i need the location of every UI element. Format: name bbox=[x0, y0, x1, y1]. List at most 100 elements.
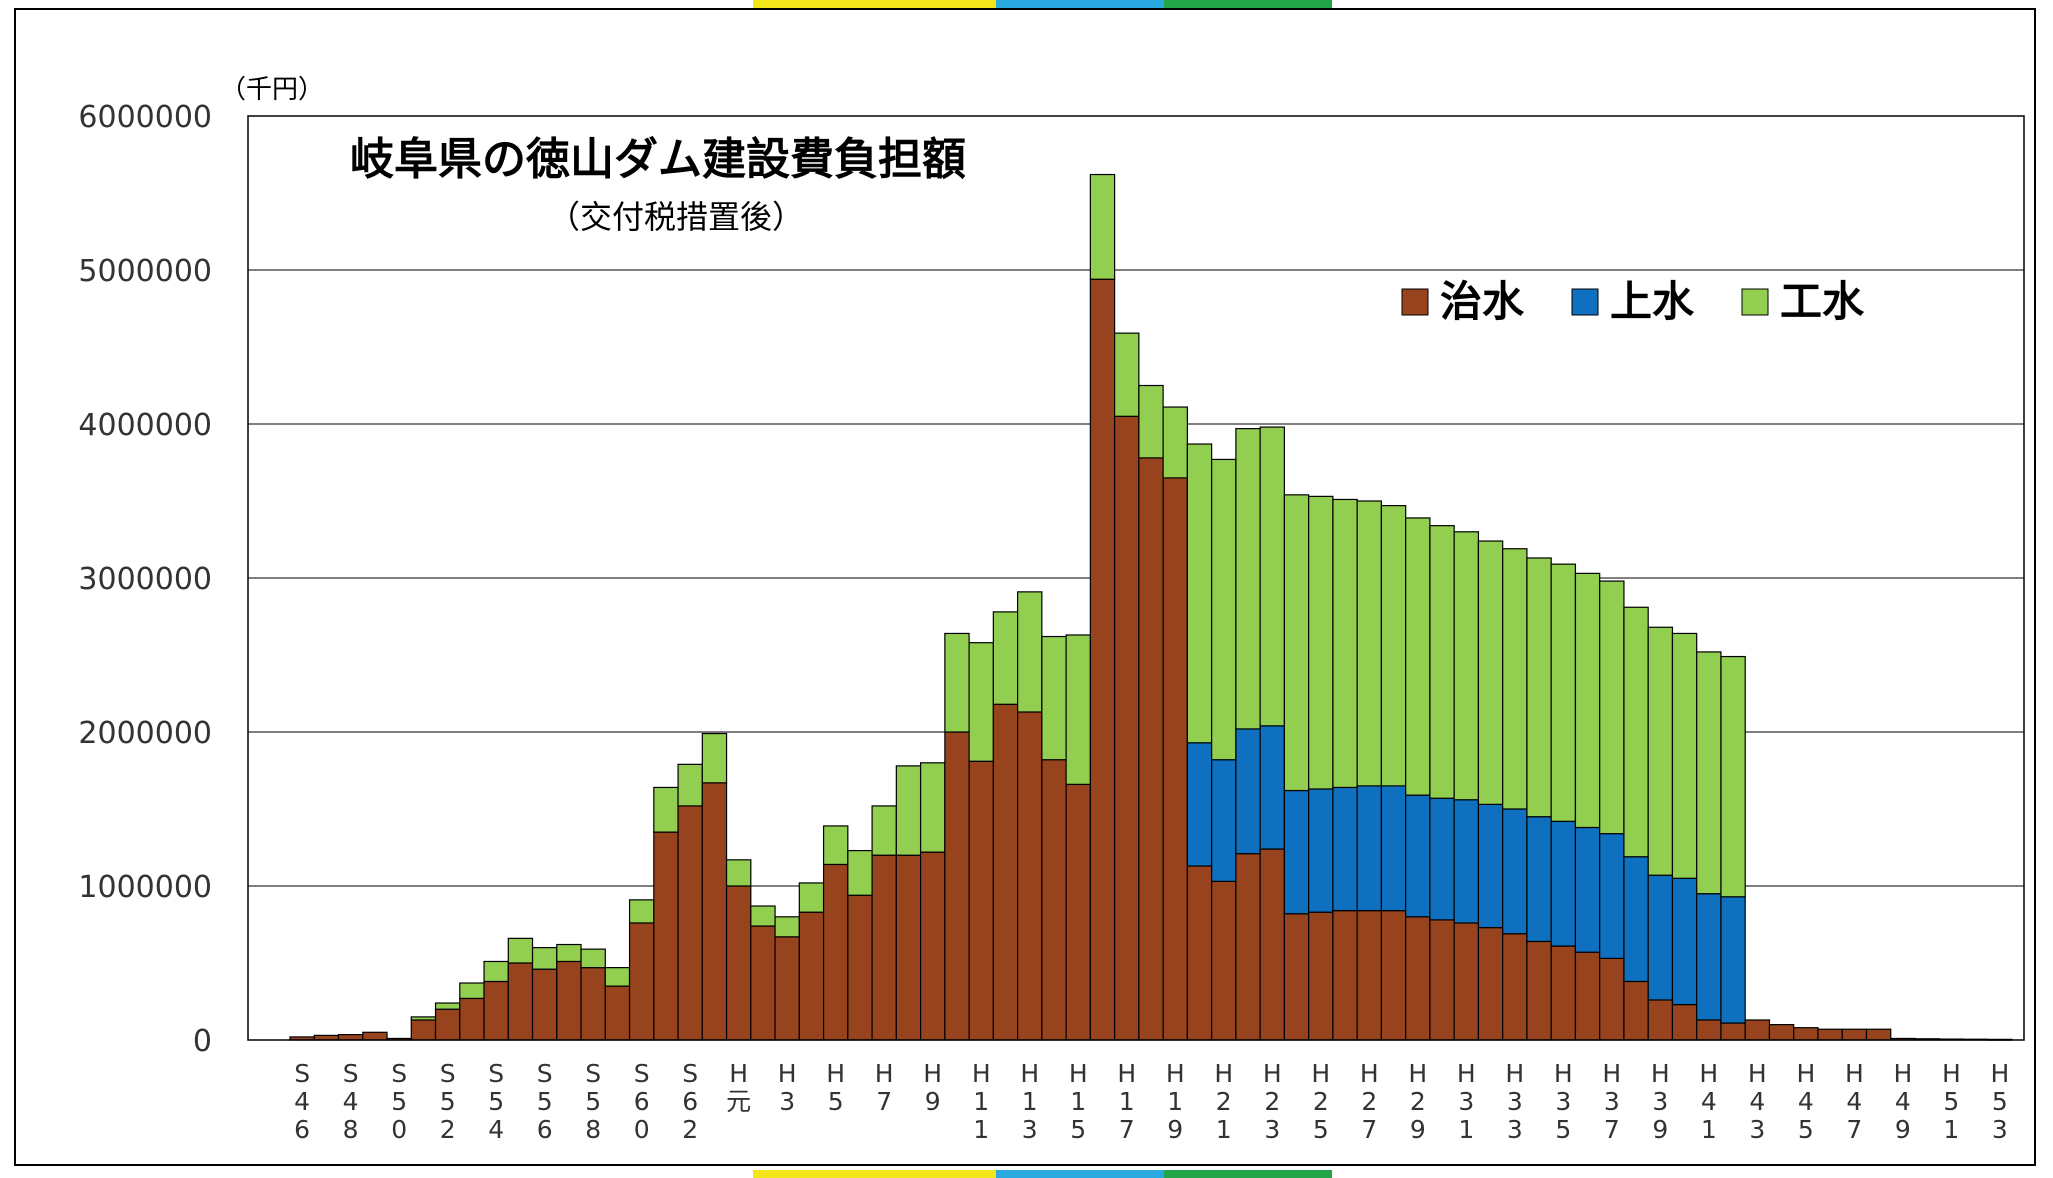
bar-segment-industrial bbox=[653, 786, 679, 833]
bar-segment-flood bbox=[1599, 957, 1625, 1041]
bar-segment-flood bbox=[701, 782, 728, 1041]
bar-segment-flood bbox=[750, 925, 776, 1041]
bar-segment-industrial bbox=[1502, 548, 1528, 810]
bar-segment-flood bbox=[992, 703, 1019, 1041]
bar-segment-flood bbox=[1114, 415, 1140, 1041]
bar-segment-water-supply bbox=[1405, 794, 1431, 918]
y-tick-label: 4000000 bbox=[78, 408, 212, 443]
bar-segment-water-supply bbox=[1332, 786, 1358, 912]
bar-segment-flood bbox=[1768, 1023, 1795, 1041]
bar-segment-water-supply bbox=[1308, 788, 1334, 913]
bar-segment-flood bbox=[1041, 759, 1067, 1041]
bar-segment-industrial bbox=[992, 611, 1019, 705]
bar-segment-water-supply bbox=[1647, 874, 1674, 1001]
bar-segment-flood bbox=[1744, 1019, 1771, 1041]
bar-segment-water-supply bbox=[1235, 728, 1261, 855]
legend-swatch-flood bbox=[1401, 288, 1429, 316]
bar-segment-industrial bbox=[1259, 426, 1285, 727]
bar-segment-industrial bbox=[1429, 525, 1455, 799]
bar-segment-industrial bbox=[968, 642, 994, 762]
bar-segment-industrial bbox=[774, 916, 800, 938]
bar-segment-industrial bbox=[701, 732, 728, 784]
bar-segment-industrial bbox=[1599, 580, 1625, 835]
bar-segment-water-supply bbox=[1720, 896, 1746, 1024]
bar-segment-industrial bbox=[944, 632, 970, 733]
bar-segment-industrial bbox=[459, 982, 485, 1000]
y-tick-label: 1000000 bbox=[78, 870, 212, 905]
legend-swatch-industrial bbox=[1741, 288, 1769, 316]
bar-segment-flood bbox=[1380, 910, 1407, 1041]
y-tick-label: 3000000 bbox=[78, 562, 212, 597]
bar-segment-flood bbox=[628, 922, 655, 1041]
bar-segment-water-supply bbox=[1283, 789, 1310, 915]
legend: 治水 上水 工水 bbox=[1401, 277, 1865, 326]
bar-segment-flood bbox=[1308, 911, 1334, 1041]
bar-segment-water-supply bbox=[1623, 856, 1649, 983]
bar-segment-water-supply bbox=[1380, 785, 1407, 912]
bar-segment-flood bbox=[1332, 910, 1358, 1041]
bar-segment-water-supply bbox=[1574, 826, 1601, 953]
top-stripe-yellow bbox=[753, 0, 996, 8]
legend-swatch-water-supply bbox=[1571, 288, 1599, 316]
bar-segment-flood bbox=[1841, 1028, 1868, 1041]
bar-segment-flood bbox=[1817, 1028, 1843, 1041]
bar-segment-flood bbox=[1526, 940, 1552, 1041]
bar-segment-industrial bbox=[1696, 651, 1722, 895]
bar-segment-industrial bbox=[1526, 557, 1552, 818]
bar-segment-flood bbox=[1138, 457, 1164, 1041]
bar-segment-flood bbox=[1356, 910, 1383, 1041]
bar-segment-industrial bbox=[1477, 540, 1504, 805]
bar-segment-flood bbox=[531, 968, 558, 1041]
bar-segment-flood bbox=[1283, 913, 1310, 1041]
bar-segment-flood bbox=[410, 1019, 437, 1041]
y-axis-ticks: 0 1000000 2000000 3000000 4000000 5000000 6000… bbox=[78, 100, 212, 1059]
bar-segment-water-supply bbox=[1671, 877, 1698, 1006]
bar-segment-industrial bbox=[1647, 626, 1674, 876]
y-tick-label: 2000000 bbox=[78, 716, 212, 751]
bar-segment-flood bbox=[1186, 865, 1213, 1041]
bar-segment-industrial bbox=[1114, 332, 1140, 417]
bar-segment-flood bbox=[1502, 933, 1528, 1041]
bar-segment-industrial bbox=[798, 882, 825, 913]
bar-segment-industrial bbox=[822, 825, 849, 866]
bar-segment-industrial bbox=[1211, 458, 1237, 761]
bar-segment-flood bbox=[1477, 926, 1504, 1041]
bar-segment-industrial bbox=[434, 1002, 461, 1010]
bar-segment-industrial bbox=[1720, 655, 1746, 898]
bar-segment-industrial bbox=[725, 859, 752, 887]
bar-segment-industrial bbox=[1017, 591, 1043, 713]
bar-segment-flood bbox=[895, 854, 922, 1041]
bar-segment-industrial bbox=[1308, 495, 1334, 790]
bar-segment-flood bbox=[1720, 1022, 1746, 1041]
bar-segment-water-supply bbox=[1477, 803, 1504, 929]
bar-segment-flood bbox=[1089, 278, 1116, 1041]
bar-segment-industrial bbox=[580, 948, 606, 969]
bar-segment-water-supply bbox=[1211, 759, 1237, 882]
bar-segment-water-supply bbox=[1526, 816, 1552, 943]
bar-segment-flood bbox=[1211, 880, 1237, 1041]
bar-segment-industrial bbox=[750, 905, 776, 927]
bar-segment-industrial bbox=[556, 943, 582, 963]
bar-segment-flood bbox=[725, 885, 752, 1041]
bar-segment-industrial bbox=[919, 762, 946, 853]
